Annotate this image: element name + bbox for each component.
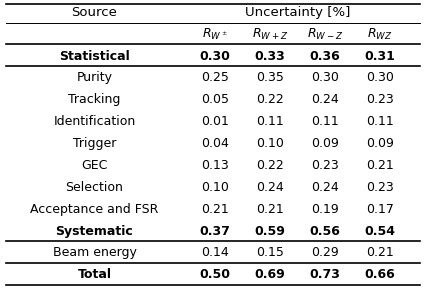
- Text: 0.21: 0.21: [366, 246, 394, 259]
- Text: Beam energy: Beam energy: [52, 246, 136, 259]
- Text: 0.50: 0.50: [200, 268, 230, 281]
- Text: Systematic: Systematic: [56, 224, 133, 238]
- Text: $R_{WZ}$: $R_{WZ}$: [368, 27, 393, 42]
- Text: Tracking: Tracking: [68, 93, 121, 106]
- Text: 0.01: 0.01: [201, 115, 229, 128]
- Text: 0.09: 0.09: [366, 137, 394, 150]
- Text: 0.29: 0.29: [311, 246, 339, 259]
- Text: 0.17: 0.17: [366, 203, 394, 216]
- Text: $R_{W+Z}$: $R_{W+Z}$: [252, 27, 288, 42]
- Text: 0.56: 0.56: [310, 224, 341, 238]
- Text: 0.22: 0.22: [256, 93, 284, 106]
- Text: GEC: GEC: [81, 159, 108, 172]
- Text: 0.10: 0.10: [201, 181, 229, 194]
- Text: 0.21: 0.21: [366, 159, 394, 172]
- Text: 0.59: 0.59: [255, 224, 285, 238]
- Text: 0.37: 0.37: [200, 224, 230, 238]
- Text: Uncertainty [%]: Uncertainty [%]: [245, 6, 350, 19]
- Text: 0.13: 0.13: [201, 159, 229, 172]
- Text: 0.21: 0.21: [256, 203, 284, 216]
- Text: 0.23: 0.23: [311, 159, 339, 172]
- Text: 0.22: 0.22: [256, 159, 284, 172]
- Text: $R_{W-Z}$: $R_{W-Z}$: [307, 27, 343, 42]
- Text: 0.11: 0.11: [366, 115, 394, 128]
- Text: Total: Total: [78, 268, 112, 281]
- Text: 0.24: 0.24: [311, 93, 339, 106]
- Text: 0.25: 0.25: [201, 72, 229, 84]
- Text: 0.23: 0.23: [366, 93, 394, 106]
- Text: Selection: Selection: [66, 181, 124, 194]
- Text: 0.11: 0.11: [256, 115, 284, 128]
- Text: 0.31: 0.31: [365, 49, 396, 63]
- Text: $R_{W^\pm}$: $R_{W^\pm}$: [202, 27, 228, 42]
- Text: 0.11: 0.11: [311, 115, 339, 128]
- Text: 0.21: 0.21: [201, 203, 229, 216]
- Text: 0.09: 0.09: [311, 137, 339, 150]
- Text: 0.33: 0.33: [255, 49, 285, 63]
- Text: 0.30: 0.30: [366, 72, 394, 84]
- Text: 0.04: 0.04: [201, 137, 229, 150]
- Text: 0.23: 0.23: [366, 181, 394, 194]
- Text: 0.10: 0.10: [256, 137, 284, 150]
- Text: 0.15: 0.15: [256, 246, 284, 259]
- Text: 0.05: 0.05: [201, 93, 229, 106]
- Text: 0.73: 0.73: [310, 268, 341, 281]
- Text: 0.35: 0.35: [256, 72, 284, 84]
- Text: 0.24: 0.24: [256, 181, 284, 194]
- Text: 0.66: 0.66: [365, 268, 396, 281]
- Text: 0.69: 0.69: [255, 268, 285, 281]
- Text: Acceptance and FSR: Acceptance and FSR: [30, 203, 159, 216]
- Text: 0.36: 0.36: [310, 49, 340, 63]
- Text: Identification: Identification: [53, 115, 135, 128]
- Text: 0.30: 0.30: [311, 72, 339, 84]
- Text: Trigger: Trigger: [73, 137, 116, 150]
- Text: Purity: Purity: [77, 72, 112, 84]
- Text: Statistical: Statistical: [59, 49, 130, 63]
- Text: 0.30: 0.30: [200, 49, 230, 63]
- Text: 0.54: 0.54: [365, 224, 396, 238]
- Text: 0.14: 0.14: [201, 246, 229, 259]
- Text: Source: Source: [72, 6, 118, 19]
- Text: 0.24: 0.24: [311, 181, 339, 194]
- Text: 0.19: 0.19: [311, 203, 339, 216]
